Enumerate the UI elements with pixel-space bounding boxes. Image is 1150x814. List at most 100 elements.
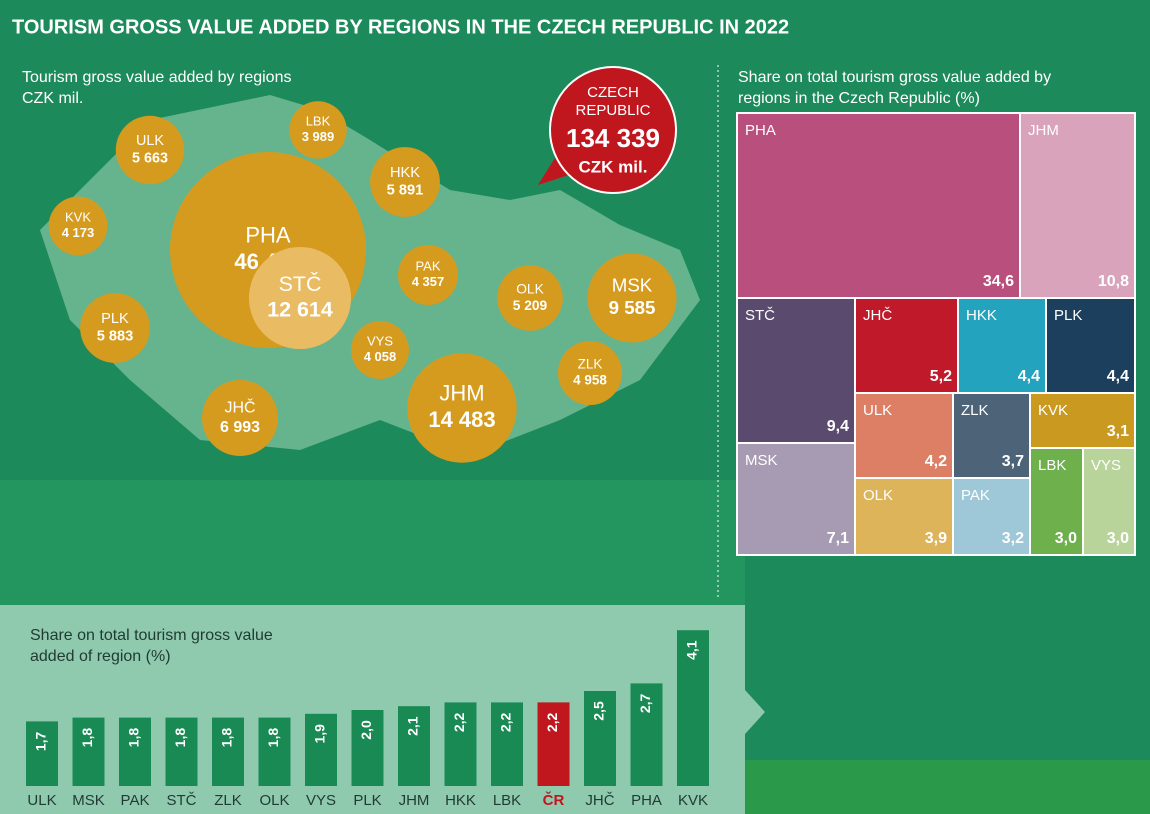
- bar-value: 1,7: [33, 731, 49, 751]
- bubble-label: JHM: [439, 381, 484, 406]
- treemap-label: ULK: [863, 402, 892, 419]
- bar: [398, 706, 430, 786]
- treemap-cell: [854, 477, 954, 556]
- treemap-value: 4,2: [925, 453, 947, 470]
- bubble: [497, 265, 563, 331]
- bar-value: 1,8: [265, 728, 281, 748]
- bubble-value: 12 614: [267, 298, 333, 322]
- x-tick-label: JHČ: [585, 792, 614, 809]
- treemap-value: 3,7: [1002, 453, 1024, 470]
- bubble-label: MSK: [612, 275, 653, 296]
- bubble-value: 6 993: [220, 419, 260, 436]
- bar: [119, 717, 151, 786]
- treemap-title: Share on total tourism gross value added…: [738, 69, 1051, 107]
- bubble: [557, 340, 623, 406]
- treemap-value: 5,2: [930, 368, 952, 385]
- x-tick-label: PHA: [631, 792, 662, 809]
- treemap-label: KVK: [1038, 402, 1068, 419]
- x-tick-label: MSK: [72, 792, 105, 809]
- bar-value: 2,5: [591, 701, 607, 721]
- bar: [491, 702, 523, 786]
- callout-circle: [549, 66, 677, 194]
- x-tick-label: JHM: [399, 792, 430, 809]
- bar: [444, 702, 477, 786]
- bubble: [351, 321, 409, 379]
- bubble-label: ULK: [136, 133, 164, 149]
- bubble-label: PLK: [101, 311, 129, 327]
- callout-tail: [538, 150, 578, 185]
- bar-value: 2,2: [451, 712, 467, 732]
- bar: [26, 721, 58, 786]
- treemap-cell: [854, 297, 959, 394]
- bubble-value: 4 058: [364, 349, 397, 364]
- bar-title: Share on total tourism gross value added …: [30, 627, 273, 665]
- x-tick-label: VYS: [306, 792, 336, 809]
- bubble-label: STČ: [279, 271, 322, 296]
- bubble: [397, 244, 459, 306]
- bar: [677, 630, 709, 786]
- bar: [305, 713, 337, 786]
- map-title: Tourism gross value added by regions: [22, 69, 291, 86]
- bubble-label: OLK: [516, 281, 544, 296]
- bubble: [289, 101, 347, 159]
- ground: [745, 760, 1150, 814]
- page-title: TOURISM GROSS VALUE ADDED BY REGIONS IN …: [12, 16, 789, 38]
- bar-value: 1,8: [79, 728, 95, 748]
- bubble-value: 4 173: [62, 225, 95, 240]
- treemap-value: 3,9: [925, 530, 947, 547]
- treemap-label: JHČ: [863, 307, 892, 324]
- treemap-value: 4,4: [1107, 368, 1129, 385]
- treemap-cell: [1029, 447, 1084, 556]
- x-tick-label: ZLK: [214, 792, 242, 809]
- bubble-value: 4 357: [412, 274, 445, 289]
- bubble-label: VYS: [367, 334, 393, 349]
- x-tick-label: OLK: [259, 792, 289, 809]
- treemap-value: 9,4: [827, 418, 849, 435]
- treemap-cell: [1082, 447, 1136, 556]
- treemap-label: STČ: [745, 307, 775, 324]
- treemap-label: HKK: [966, 307, 997, 324]
- treemap-label: JHM: [1028, 122, 1059, 139]
- callout-label: CZECH REPUBLIC: [575, 84, 650, 119]
- bubble-label: JHČ: [224, 398, 255, 417]
- treemap-label: PHA: [745, 122, 776, 139]
- bar-value: 1,8: [172, 728, 188, 748]
- bar-value: 4,1: [684, 640, 700, 660]
- bar-value: 2,2: [498, 712, 514, 732]
- treemap-cell: [1029, 392, 1136, 449]
- treemap-label: LBK: [1038, 457, 1066, 474]
- treemap-value: 10,8: [1098, 273, 1129, 290]
- bar-value: 1,8: [126, 728, 142, 748]
- treemap-value: 34,6: [983, 273, 1014, 290]
- bubble-label: PAK: [415, 259, 440, 274]
- x-tick-label: ČR: [543, 791, 565, 809]
- bar: [351, 710, 384, 786]
- bubble-label: PHA: [245, 223, 291, 248]
- bar: [212, 717, 244, 786]
- bubble-value: 5 883: [97, 329, 134, 345]
- bubble-label: ZLK: [578, 356, 603, 371]
- bubble: [587, 253, 677, 343]
- bar: [630, 683, 663, 786]
- bar-value: 2,2: [544, 712, 560, 732]
- treemap-value: 3,2: [1002, 530, 1024, 547]
- bar-value: 2,1: [405, 716, 421, 736]
- bar: [258, 717, 291, 786]
- x-tick-label: KVK: [678, 792, 708, 809]
- callout-unit: CZK mil.: [579, 157, 648, 176]
- bar-value: 2,0: [358, 720, 374, 740]
- treemap-cell: [736, 442, 856, 556]
- total-callout: CZECH REPUBLIC 134 339 CZK mil.: [538, 66, 677, 194]
- landscape: [0, 480, 745, 605]
- bubble: [201, 379, 279, 457]
- bar-value: 1,9: [312, 724, 328, 744]
- bubble-value: 3 989: [302, 129, 335, 144]
- bubble-value: 5 891: [387, 183, 424, 199]
- treemap-value: 7,1: [827, 530, 849, 547]
- treemap-cell: [736, 112, 1021, 299]
- bubble-value: 9 585: [609, 297, 656, 318]
- bubble: [370, 147, 440, 217]
- treemap-value: 3,0: [1055, 530, 1077, 547]
- treemap-value: 3,1: [1107, 423, 1129, 440]
